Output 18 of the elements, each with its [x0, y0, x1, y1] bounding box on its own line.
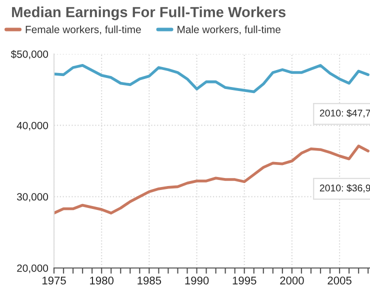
- y-tick-label: 20,000: [17, 264, 48, 274]
- annotation: 2010: $47,7: [320, 109, 370, 118]
- y-tick-label: 30,000: [16, 193, 48, 202]
- annotation: 2010: $36,9: [320, 184, 370, 193]
- legend-label: Male workers, full-time: [178, 26, 280, 34]
- y-tick-label: 40,000: [16, 122, 48, 130]
- chart-title: Median Earnings For Full-Time Workers: [12, 6, 286, 20]
- legend-label: Female workers, full-time: [26, 26, 141, 34]
- y-tick-label: $50,000: [10, 50, 48, 60]
- x-tick-label: 2000: [280, 276, 304, 284]
- x-tick-label: 1990: [185, 276, 209, 284]
- line-series: [54, 144, 370, 214]
- x-tick-label: 2005: [328, 276, 352, 284]
- x-tick-label: 1980: [90, 276, 114, 284]
- x-tick-label: 1985: [138, 276, 162, 284]
- x-tick-label: 1995: [232, 276, 256, 284]
- x-tick-label: 1975: [42, 276, 66, 284]
- line-series: [54, 64, 370, 94]
